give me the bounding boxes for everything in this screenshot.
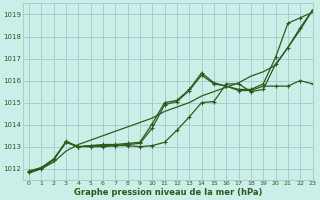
X-axis label: Graphe pression niveau de la mer (hPa): Graphe pression niveau de la mer (hPa) (74, 188, 262, 197)
